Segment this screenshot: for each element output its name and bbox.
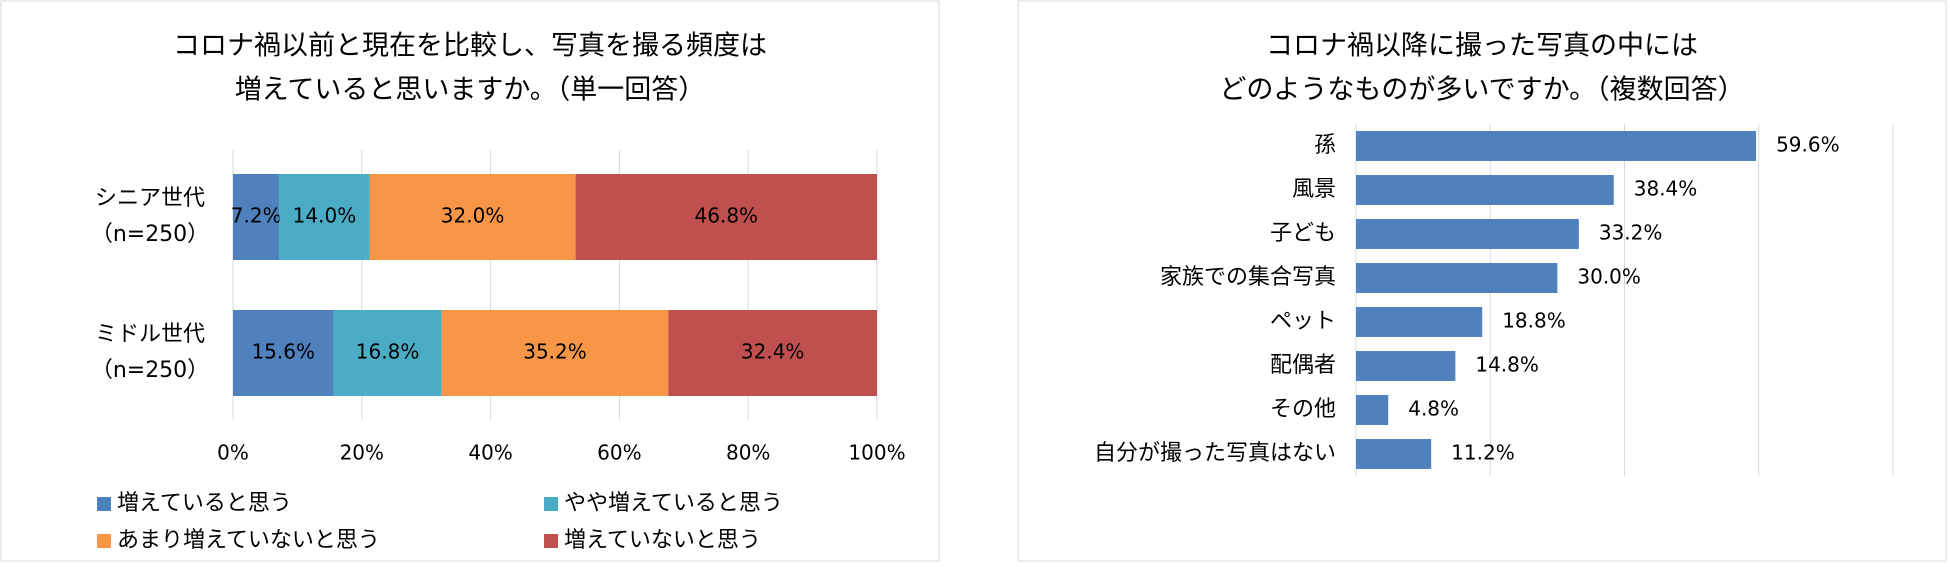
bar-segment	[668, 310, 877, 396]
data-label: 59.6%	[1776, 133, 1840, 157]
data-label: 14.0%	[293, 204, 357, 228]
legend-swatch	[544, 534, 558, 548]
y-tick-label: 孫	[1314, 133, 1336, 158]
data-label: 16.8%	[356, 340, 420, 364]
data-label: 32.4%	[741, 340, 805, 364]
data-label: 30.0%	[1577, 265, 1641, 289]
bar	[1356, 263, 1558, 293]
bar	[1356, 307, 1483, 337]
legend-label: 増えていると思う	[117, 491, 292, 516]
bar-segment	[233, 310, 334, 396]
data-label: 33.2%	[1599, 221, 1663, 245]
y-tick-label: 子ども	[1270, 221, 1336, 246]
x-tick-label: 40%	[468, 441, 512, 465]
chart-title: コロナ禍以降に撮った写真の中には	[1266, 31, 1698, 62]
bar-segment	[333, 310, 442, 396]
y-tick-label: 家族での集合写真	[1160, 265, 1336, 290]
bar	[1356, 439, 1432, 469]
data-label: 11.2%	[1451, 441, 1515, 465]
y-tick-sublabel: （n=250）	[91, 358, 209, 383]
legend-label: やや増えていると思う	[564, 491, 783, 516]
y-tick-label: 自分が撮った写真はない	[1094, 441, 1336, 466]
x-tick-label: 20%	[340, 441, 384, 465]
y-tick-label: その他	[1270, 397, 1336, 422]
bar-segment	[279, 174, 370, 260]
bar	[1356, 395, 1389, 425]
legend-swatch	[97, 534, 111, 548]
bar	[1356, 175, 1614, 205]
bar	[1356, 351, 1456, 381]
legend-label: あまり増えていないと思う	[117, 528, 380, 553]
x-tick-label: 100%	[848, 441, 905, 465]
bar-segment	[233, 174, 280, 260]
data-label: 18.8%	[1502, 309, 1566, 333]
data-label: 38.4%	[1634, 177, 1698, 201]
y-tick-label: シニア世代	[95, 186, 205, 211]
legend-swatch	[97, 497, 111, 511]
x-tick-label: 60%	[597, 441, 641, 465]
x-tick-label: 0%	[217, 441, 249, 465]
chart-frame	[0, 0, 940, 562]
bar-segment	[369, 174, 576, 260]
y-tick-label: 配偶者	[1270, 353, 1336, 378]
chart-title: どのようなものが多いですか。（複数回答）	[1219, 75, 1744, 106]
bar-segment	[441, 310, 669, 396]
data-label: 35.2%	[523, 340, 587, 364]
data-label: 15.6%	[251, 340, 315, 364]
legend-swatch	[544, 497, 558, 511]
chart-title: コロナ禍以前と現在を比較し、写真を撮る頻度は	[173, 31, 767, 62]
data-label: 4.8%	[1408, 397, 1459, 421]
bar-segment	[575, 174, 877, 260]
y-tick-label: ミドル世代	[95, 322, 205, 347]
legend-label: 増えていないと思う	[564, 528, 761, 553]
data-label: 46.8%	[695, 204, 759, 228]
x-tick-label: 80%	[726, 441, 770, 465]
bar	[1356, 131, 1757, 161]
y-tick-label: 風景	[1292, 177, 1336, 202]
bar	[1356, 219, 1579, 249]
y-tick-label: ペット	[1270, 309, 1336, 334]
y-tick-sublabel: （n=250）	[91, 222, 209, 247]
data-label: 14.8%	[1475, 353, 1539, 377]
data-label: 32.0%	[441, 204, 505, 228]
data-label: 7.2%	[231, 204, 282, 228]
chart-title: 増えていると思いますか。（単一回答）	[235, 75, 706, 106]
